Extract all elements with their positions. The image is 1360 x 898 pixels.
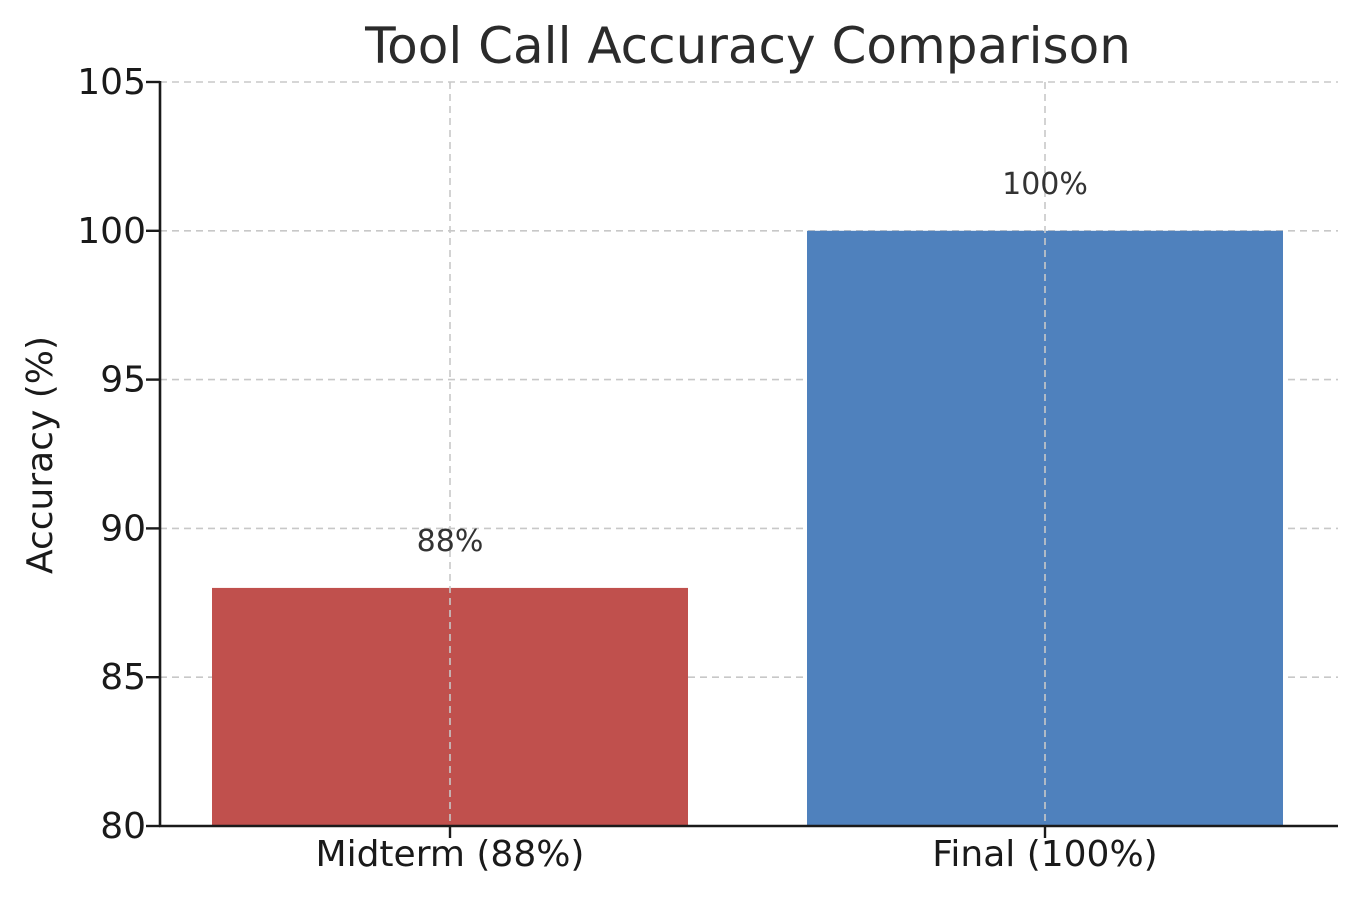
- bar-value-label: 100%: [1002, 167, 1088, 202]
- y-tick-label: 105: [77, 62, 146, 103]
- y-tick-label: 90: [100, 508, 146, 549]
- x-tick-label: Final (100%): [932, 834, 1157, 875]
- y-tick-label: 100: [77, 211, 146, 252]
- y-tick-label: 80: [100, 806, 146, 847]
- chart-title: Tool Call Accuracy Comparison: [364, 17, 1131, 75]
- axis-layer: [146, 80, 1338, 838]
- vertical-grid-layer: [449, 82, 1046, 826]
- label-layer: 80 85 90 95 100 105 88% Midterm (88%) 100% Final …: [77, 62, 1157, 875]
- x-tick-label: Midterm (88%): [316, 834, 585, 875]
- bar-layer: [212, 230, 1283, 827]
- y-axis-label: Accuracy (%): [20, 336, 61, 574]
- y-tick-label: 85: [100, 657, 146, 698]
- bar-value-label: 88%: [417, 524, 484, 559]
- y-tick-label: 95: [100, 360, 146, 401]
